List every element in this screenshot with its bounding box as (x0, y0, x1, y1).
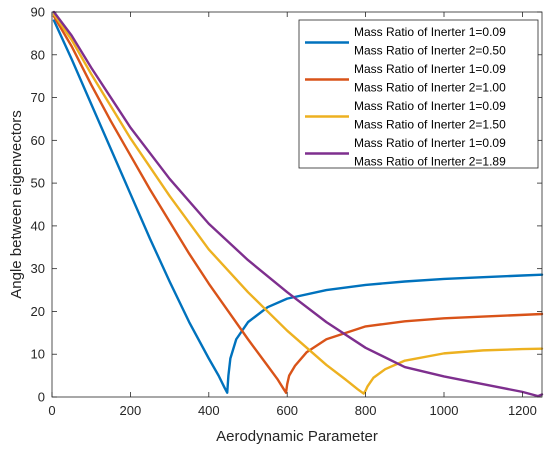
axes-layer (51, 11, 543, 398)
x-tick-label: 600 (276, 403, 298, 418)
legend-label-line2: Mass Ratio of Inerter 2=1.89 (354, 155, 506, 169)
legend-label-line1: Mass Ratio of Inerter 1=0.09 (354, 136, 506, 150)
y-tick-label: 0 (38, 390, 45, 405)
y-tick-label: 10 (31, 347, 45, 362)
y-tick-label: 20 (31, 304, 45, 319)
y-tick-label: 40 (31, 218, 45, 233)
series-line-2 (52, 15, 544, 394)
x-tick-label: 1200 (508, 403, 537, 418)
x-tick-label: 1000 (430, 403, 459, 418)
y-axis-title: Angle between eigenvectors (8, 110, 25, 298)
y-tick-label: 60 (31, 133, 45, 148)
x-tick-label: 200 (120, 403, 142, 418)
x-tick-label: 0 (48, 403, 55, 418)
series-line-4 (52, 10, 544, 398)
y-tick-label: 70 (31, 90, 45, 105)
legend: Mass Ratio of Inerter 1=0.09 Mass Ratio o… (298, 19, 539, 169)
x-axis-title: Aerodynamic Parameter (216, 428, 378, 445)
x-tick-label: 800 (355, 403, 377, 418)
plot-box (51, 11, 543, 398)
series-line-3 (52, 12, 544, 395)
y-tick-label: 30 (31, 261, 45, 276)
y-ticks: 0 10 20 30 40 50 60 70 80 90 (31, 5, 542, 405)
y-tick-label: 80 (31, 47, 45, 62)
x-tick-label: 400 (198, 403, 220, 418)
legend-label-line1: Mass Ratio of Inerter 1=0.09 (354, 62, 506, 76)
legend-label-line1: Mass Ratio of Inerter 1=0.09 (354, 99, 506, 113)
legend-label-line2: Mass Ratio of Inerter 2=1.50 (354, 118, 506, 132)
legend-label-line2: Mass Ratio of Inerter 2=0.50 (354, 44, 506, 58)
series-line-1 (52, 19, 544, 394)
legend-label-line2: Mass Ratio of Inerter 2=1.00 (354, 81, 506, 95)
y-tick-label: 90 (31, 5, 45, 20)
x-ticks: 0 200 400 600 800 1000 1200 (48, 12, 537, 418)
legend-label-line1: Mass Ratio of Inerter 1=0.09 (354, 25, 506, 39)
y-tick-label: 50 (31, 176, 45, 191)
series-layer (52, 10, 544, 398)
legend-box (298, 19, 539, 169)
